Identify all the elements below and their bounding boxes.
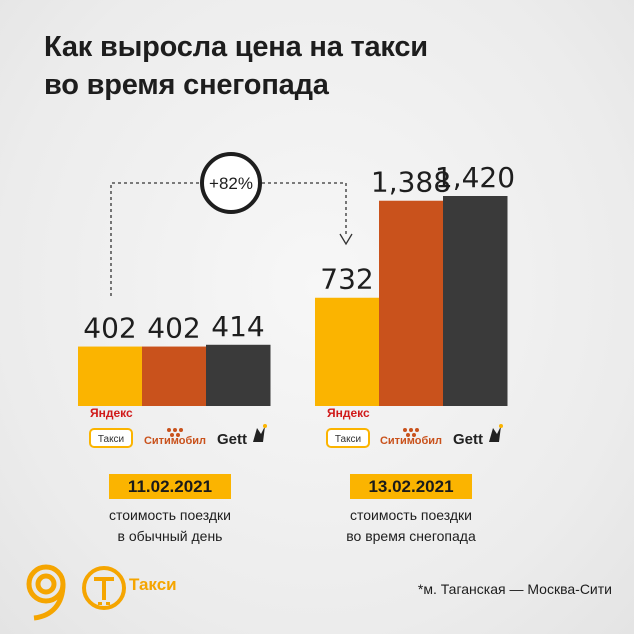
citymobil-logo-word: Ситимобил — [144, 435, 206, 447]
yandex-taxi-logo: Яндекс Такси — [89, 406, 133, 448]
value-label-1-0: 732 — [320, 263, 373, 296]
caption-snow: стоимость поездки во время снегопада — [301, 505, 521, 547]
title-line-1: Как выросла цена на такси — [44, 31, 428, 63]
caption-normal: стоимость поездки в обычный день — [60, 505, 280, 547]
value-label-1-1: 1,388 — [371, 166, 451, 199]
citymobil-logo: Ситимобил — [380, 428, 442, 447]
caption-normal-line-1: стоимость поездки — [109, 507, 231, 523]
connector-line-right — [262, 182, 347, 237]
connector-arrowhead — [339, 233, 353, 246]
bar-1-1 — [379, 200, 444, 406]
yandex-logo-taxi: Такси — [98, 434, 124, 445]
caption-normal-line-2: в обычный день — [117, 528, 223, 544]
bar-0-0 — [78, 346, 143, 406]
citymobil-logo-word: Ситимобил — [380, 435, 442, 447]
value-label-0-1: 402 — [147, 312, 200, 345]
yandex-logo-taxi: Такси — [335, 434, 361, 445]
bar-0-2 — [206, 344, 271, 406]
date-badge-snow: 13.02.2021 — [350, 474, 472, 499]
gett-logo-word: Gett — [453, 431, 483, 448]
yandex-logo-word: Яндекс — [327, 406, 370, 420]
caption-snow-line-1: стоимость поездки — [350, 507, 472, 523]
value-label-0-2: 414 — [211, 310, 264, 343]
footnote: *м. Таганская — Москва-Сити — [417, 581, 612, 597]
yandex-taxi-logo: Яндекс Такси — [326, 406, 370, 448]
brand-label: Такси — [129, 575, 177, 594]
page-title: Как выросла цена на такси во время снего… — [44, 28, 428, 104]
gett-logo: Gett — [217, 424, 267, 448]
connector-line-left — [110, 182, 200, 296]
citymobil-logo: Ситимобил — [144, 428, 206, 447]
gett-logo-word: Gett — [217, 431, 247, 448]
bar-1-2 — [443, 196, 508, 406]
taxi-t-icon — [82, 566, 126, 610]
bar-0-1 — [142, 346, 207, 406]
value-label-0-0: 402 — [83, 312, 136, 345]
bar-1-0 — [315, 297, 380, 406]
increase-connector — [110, 182, 347, 296]
gett-logo: Gett — [453, 424, 503, 448]
brand-logos — [22, 562, 132, 627]
value-label-1-2: 1,420 — [435, 161, 515, 194]
percent-label: +82% — [209, 174, 253, 193]
title-line-2: во время снегопада — [44, 69, 329, 101]
percent-circle — [200, 152, 262, 214]
nine-logo-icon — [26, 564, 66, 621]
yandex-logo-word: Яндекс — [90, 406, 133, 420]
caption-snow-line-2: во время снегопада — [346, 528, 476, 544]
date-badge-normal: 11.02.2021 — [109, 474, 231, 499]
